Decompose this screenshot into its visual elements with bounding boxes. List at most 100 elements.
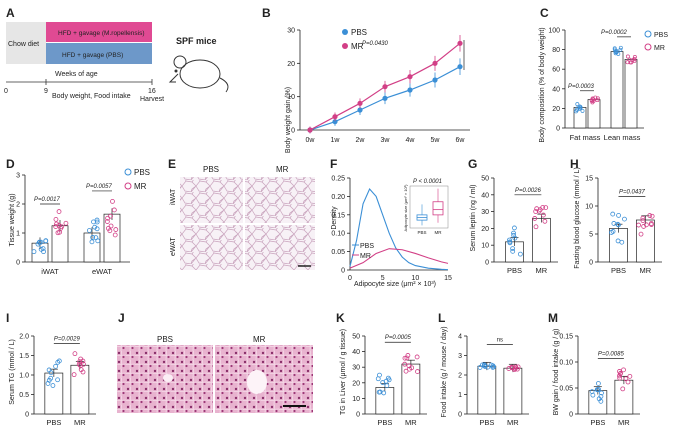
e-col-pbs: PBS — [203, 165, 219, 174]
d-dot — [95, 238, 101, 244]
l-bar-pbs — [477, 365, 497, 415]
c-dot — [632, 55, 637, 59]
i-category-label: MR — [74, 418, 86, 427]
d-dot — [53, 224, 59, 229]
k-dot — [380, 380, 386, 385]
b-point-mr — [357, 100, 363, 106]
k-dot — [402, 361, 408, 367]
g-dot — [510, 246, 516, 252]
b-xtick-label: 1w — [331, 137, 341, 144]
d-dot — [43, 238, 49, 244]
k-ytick-label: 40 — [352, 349, 360, 356]
harvest-label: Harvest — [140, 96, 164, 103]
h-dot — [640, 215, 646, 221]
k-annotation: P=0.0005 — [385, 335, 412, 341]
d-dot — [57, 229, 63, 235]
l-dot — [515, 364, 521, 370]
b-xtick-label: 2w — [356, 137, 366, 144]
panel-i: I Serum TG (mmol / L) 0 0.5 1.0 1.5 2.0 PBS MR… — [6, 311, 96, 427]
i-ytick-label: 0.5 — [19, 392, 29, 399]
b-xtick-label: 5w — [431, 137, 441, 144]
l-dot — [513, 364, 518, 370]
panel-l: L Food intake (g / mouse / day) 0 1 2 3 4 PBS… — [438, 311, 529, 427]
k-dot — [404, 355, 410, 361]
f-inset-ylabel: Adipocyte size (μm² × 10³) — [403, 184, 408, 232]
f-inset-category: PBS — [417, 230, 426, 235]
h-dot — [619, 239, 625, 245]
panel-k: K TG in Liver (μmol / g tissue) 0 10 20 30 4… — [336, 311, 427, 427]
f-ytick-label: 0.05 — [331, 249, 345, 256]
panel-f: F Density Adipocyte size (μm² × 10³) 0 0.… — [330, 157, 452, 288]
k-category-label: PBS — [377, 418, 392, 427]
k-ylabel: TG in Liver (μmol / g tissue) — [340, 329, 347, 415]
k-dot — [385, 375, 391, 381]
m-category-label: MR — [618, 418, 630, 427]
e-image-ewat-mr — [245, 225, 315, 270]
g-dot — [511, 232, 517, 238]
g-dot — [507, 237, 512, 243]
c-dot — [595, 98, 600, 103]
g-dot — [542, 218, 548, 224]
d-ylabel: Tissue weight (g) — [9, 193, 16, 246]
hfd-mr-bar — [46, 22, 152, 42]
f-ytick-label: 0.15 — [331, 212, 345, 219]
hfd-mr-label: HFD + gavage (M.ropellensis) — [58, 30, 145, 37]
c-annotation-1: P=0.0003 — [568, 84, 595, 90]
g-ylabel: Serum leptin (ng / ml) — [470, 185, 477, 252]
e-col-mr: MR — [276, 165, 289, 174]
c-ytick-label: 80 — [552, 47, 560, 54]
m-dot — [599, 390, 604, 396]
b-xtick-label: 6w — [456, 137, 466, 144]
l-dot — [506, 366, 512, 371]
h-dot — [647, 213, 653, 218]
c-annotation-2: P=0.0002 — [601, 30, 628, 36]
chart-i: 0 0.5 1.0 1.5 2.0 PBS MR P=0.0029 — [19, 334, 96, 427]
f-ytick-label: 0.10 — [331, 231, 345, 238]
g-dot — [512, 225, 517, 231]
b-xtick-label: 3w — [381, 137, 391, 144]
panel-b: B Body weight gain (%) 0 10 20 30 0w 1w 2w 3w 4w… — [262, 6, 470, 153]
mouse-icon — [168, 55, 229, 93]
g-dot — [511, 230, 516, 236]
panel-g: G Serum leptin (ng / ml) 0 10 20 30 40 50 PBS M… — [468, 157, 558, 275]
m-ytick-label: 0.15 — [559, 334, 573, 341]
h-category-label: MR — [640, 266, 652, 275]
b-point-mr — [432, 60, 438, 66]
d-category-label: eWAT — [92, 267, 112, 276]
k-ytick-label: 0 — [356, 412, 360, 419]
d-ytick-label: 3 — [16, 173, 20, 180]
week-tick-0: 0 — [4, 88, 8, 95]
l-ylabel: Food intake (g / mouse / day) — [441, 326, 448, 417]
panel-label-b: B — [262, 6, 271, 20]
j-vessel-pbs — [163, 374, 173, 382]
c-dot — [580, 108, 585, 113]
chart-l: 0 1 2 3 4 PBS MR ns — [458, 334, 529, 427]
c-category-label: Fat mass — [570, 133, 601, 142]
d-legend-pbs: PBS — [134, 168, 150, 177]
panel-label-h: H — [570, 157, 579, 171]
c-bar-pbs — [610, 51, 624, 129]
b-point-pbs — [382, 95, 388, 101]
d-dot — [31, 249, 37, 255]
panel-label-e: E — [168, 157, 176, 171]
chart-f: 0 0.05 0.10 0.15 0.20 0.25 0 5 10 15 PBS MR — [331, 176, 452, 283]
c-ylabel: Body composition (% of body weight) — [539, 27, 546, 142]
d-annotation-2: P=0.0057 — [86, 184, 113, 190]
h-ytick-label: 15 — [585, 176, 593, 183]
chart-m: 0 0.05 0.10 0.15 PBS MR P=0.0085 — [559, 334, 640, 427]
h-dot — [616, 222, 621, 228]
l-category-label: MR — [507, 418, 519, 427]
c-dot — [577, 106, 582, 111]
c-ytick-label: 20 — [552, 106, 560, 113]
c-category-label: Lean mass — [604, 133, 641, 142]
d-dot — [38, 239, 44, 245]
g-ytick-label: 20 — [481, 226, 489, 233]
f-density-pbs — [349, 188, 449, 271]
hfd-pbs-label: HFD + gavage (PBS) — [62, 52, 123, 59]
c-dot — [632, 59, 637, 63]
b-point-mr — [332, 114, 338, 120]
e-row-ewat: eWAT — [170, 237, 177, 256]
d-category-label: iWAT — [41, 267, 59, 276]
m-annotation: P=0.0085 — [598, 351, 625, 357]
h-ytick-label: 10 — [585, 204, 593, 211]
